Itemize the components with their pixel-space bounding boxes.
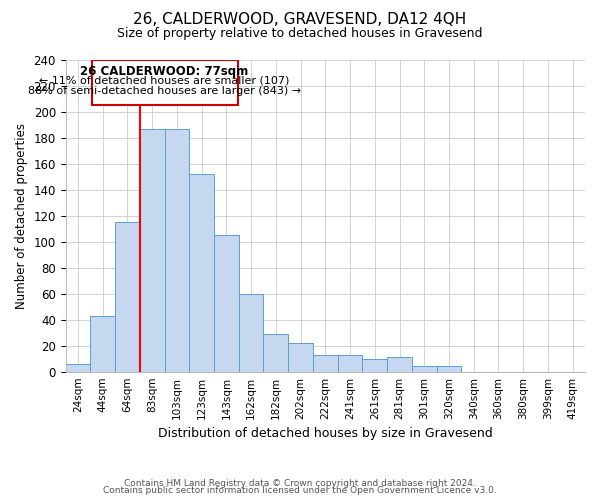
Bar (115, 222, 140, 372)
Bar (140, 129, 164, 372)
Bar (387, 358, 412, 372)
Bar (214, 236, 239, 372)
Text: 26, CALDERWOOD, GRAVESEND, DA12 4QH: 26, CALDERWOOD, GRAVESEND, DA12 4QH (133, 12, 467, 28)
Bar (164, 129, 190, 372)
Text: Contains HM Land Registry data © Crown copyright and database right 2024.: Contains HM Land Registry data © Crown c… (124, 478, 476, 488)
Y-axis label: Number of detached properties: Number of detached properties (15, 123, 28, 309)
Text: 26 CALDERWOOD: 77sqm: 26 CALDERWOOD: 77sqm (80, 64, 249, 78)
Bar (437, 366, 461, 372)
Bar (263, 334, 288, 372)
FancyBboxPatch shape (92, 60, 238, 106)
Bar (91, 316, 115, 372)
Bar (362, 358, 387, 372)
Bar (239, 294, 263, 372)
Text: ← 11% of detached houses are smaller (107): ← 11% of detached houses are smaller (10… (40, 76, 290, 86)
Bar (338, 355, 362, 372)
X-axis label: Distribution of detached houses by size in Gravesend: Distribution of detached houses by size … (158, 427, 493, 440)
Text: 88% of semi-detached houses are larger (843) →: 88% of semi-detached houses are larger (… (28, 86, 301, 96)
Bar (412, 366, 437, 372)
Bar (313, 355, 338, 372)
Bar (65, 364, 91, 372)
Text: Size of property relative to detached houses in Gravesend: Size of property relative to detached ho… (117, 28, 483, 40)
Bar (288, 343, 313, 372)
Bar (190, 174, 214, 372)
Text: Contains public sector information licensed under the Open Government Licence v3: Contains public sector information licen… (103, 486, 497, 495)
